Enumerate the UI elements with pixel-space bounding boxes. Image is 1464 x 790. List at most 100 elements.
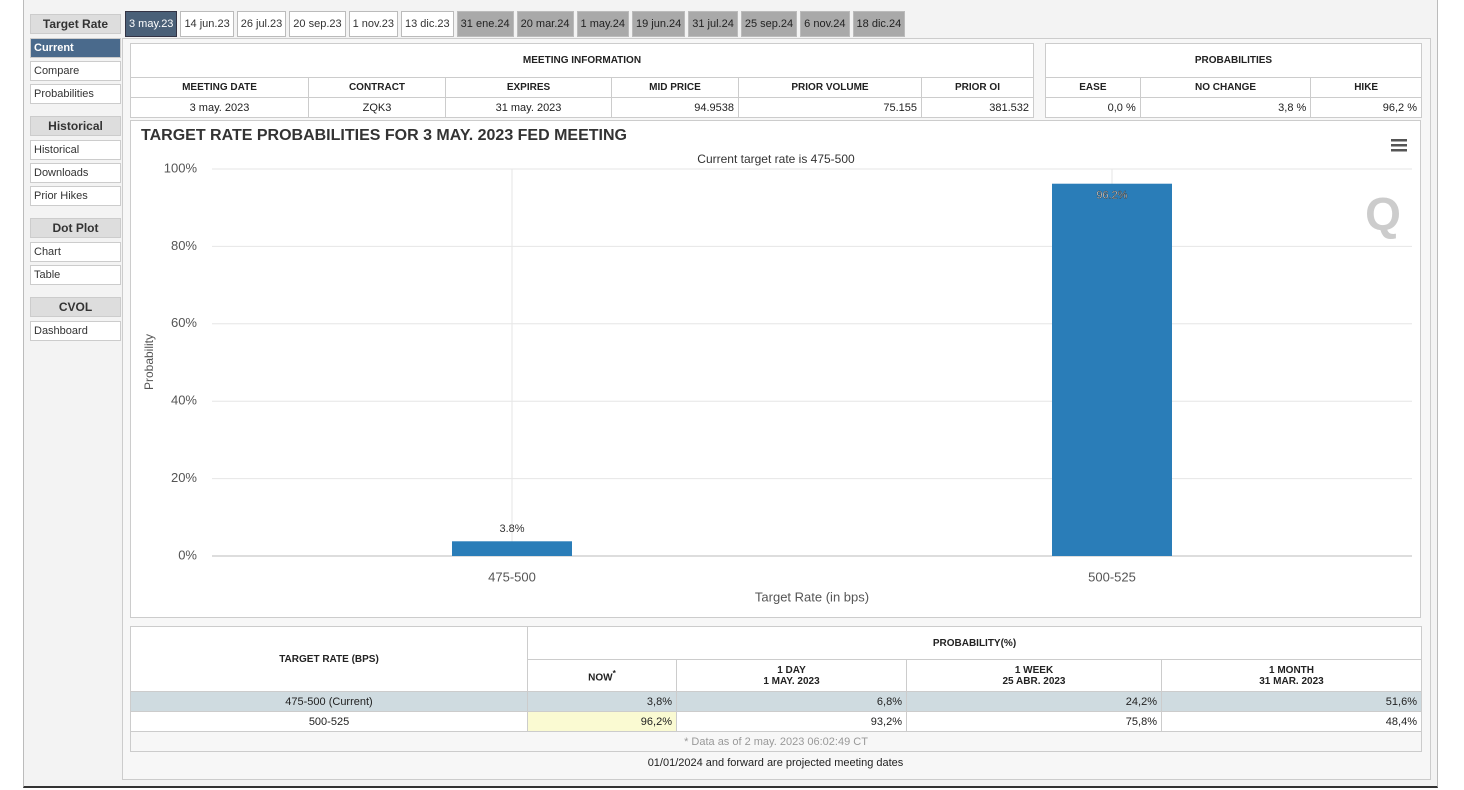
cell: 500-525	[130, 711, 528, 732]
cell: 31 may. 2023	[445, 97, 612, 118]
cell: 96,2 %	[1310, 97, 1422, 118]
x-axis-title: Target Rate (in bps)	[755, 589, 869, 604]
meeting-tab[interactable]: 31 jul.24	[688, 11, 738, 37]
column-label: 1 WEEK	[1014, 664, 1054, 676]
probability-table: TARGET RATE (BPS) PROBABILITY(%) NOW* 1 DAY…	[130, 626, 1422, 752]
column-header: NOW*	[527, 659, 677, 692]
cell: 48,4%	[1161, 711, 1422, 732]
row: TARGET RATE (BPS) PROBABILITY(%)	[130, 626, 1422, 692]
column-header: PRIOR OI	[921, 77, 1034, 98]
chart-frame	[130, 120, 1421, 618]
cell: 24,2%	[906, 691, 1162, 712]
cell: 96,2%	[527, 711, 677, 732]
sidebar: Target Rate Current Compare Probabilities Hi…	[30, 14, 121, 353]
sidebar-item[interactable]: Dashboard	[30, 321, 121, 341]
cell: 93,2%	[676, 711, 907, 732]
column-label: 1 MONTH	[1269, 664, 1314, 676]
meeting-tab[interactable]: 18 dic.24	[852, 11, 906, 37]
sidebar-item[interactable]: Chart	[30, 242, 121, 262]
column-label: 1 DAY	[777, 664, 806, 676]
sidebar-item[interactable]: Compare	[30, 61, 121, 81]
sidebar-group: CVOL Dashboard	[30, 297, 121, 344]
data-label: 3.8%	[499, 523, 524, 535]
row: EASE NO CHANGE HIKE	[1045, 77, 1422, 98]
chart-title: TARGET RATE PROBABILITIES FOR 3 MAY. 202…	[141, 127, 627, 144]
chart-subtitle: Current target rate is 475-500	[697, 152, 855, 166]
meeting-tab[interactable]: 13 dic.23	[401, 11, 454, 37]
column-header: 1 MONTH 31 MAR. 2023	[1161, 659, 1422, 692]
watermark: Q	[1365, 188, 1401, 240]
row: 3 may. 2023 ZQK3 31 may. 2023 94.9538 75.155…	[130, 97, 1034, 118]
column-header: MEETING DATE	[130, 77, 309, 98]
table-title: MEETING INFORMATION	[130, 43, 1034, 78]
meeting-info-table: MEETING INFORMATION MEETING DATE CONTRACT E…	[130, 43, 1034, 118]
sidebar-item[interactable]: Downloads	[30, 163, 121, 183]
group-header: PROBABILITY(%)	[527, 626, 1422, 660]
row: MEETING INFORMATION	[130, 43, 1034, 78]
column-note: *	[612, 667, 616, 678]
row: 500-525 96,2% 93,2% 75,8% 48,4%	[130, 711, 1422, 732]
cell: 0,0 %	[1045, 97, 1141, 118]
sidebar-item[interactable]: Probabilities	[30, 84, 121, 104]
cell: 51,6%	[1161, 691, 1422, 712]
meeting-tab[interactable]: 14 jun.23	[180, 11, 234, 37]
sidebar-group: Historical Historical Downloads Prior Hikes	[30, 116, 121, 209]
cell: 6,8%	[676, 691, 907, 712]
column-header: CONTRACT	[308, 77, 446, 98]
meeting-tab[interactable]: 1 may.24	[576, 11, 629, 37]
cell: 475-500 (Current)	[130, 691, 528, 712]
row: NOW* 1 DAY 1 MAY. 2023 1 WEEK 25 ABR. 2023 1 …	[131, 659, 1422, 692]
x-tick-label: 475-500	[488, 569, 536, 584]
cell: 75.155	[738, 97, 922, 118]
column-header: 1 DAY 1 MAY. 2023	[676, 659, 907, 692]
row: * Data as of 2 may. 2023 06:02:49 CT	[130, 731, 1422, 752]
sidebar-item[interactable]: Historical	[30, 140, 121, 160]
cell: 75,8%	[906, 711, 1162, 732]
y-tick-label: 40%	[171, 393, 197, 408]
y-tick-label: 80%	[171, 238, 197, 253]
sidebar-group: Target Rate Current Compare Probabilities	[30, 14, 121, 107]
meeting-tab[interactable]: 3 may.23	[125, 11, 178, 37]
meeting-tabs: 3 may.23 14 jun.23 26 jul.23 20 sep.23 1 nov…	[125, 11, 906, 37]
cell: 3,8%	[527, 691, 677, 712]
menu-icon[interactable]	[1391, 139, 1407, 152]
cell: ZQK3	[308, 97, 446, 118]
column-header: NO CHANGE	[1139, 77, 1312, 98]
sidebar-item[interactable]: Table	[30, 265, 121, 285]
cell: 381.532	[921, 97, 1034, 118]
row: 475-500 (Current) 3,8% 6,8% 24,2% 51,6%	[130, 691, 1422, 712]
sidebar-heading: Dot Plot	[30, 218, 121, 238]
meeting-tab[interactable]: 20 sep.23	[289, 11, 346, 37]
cell: 3,8 %	[1139, 97, 1312, 118]
meeting-tab[interactable]: 26 jul.23	[236, 11, 287, 37]
column-label: NOW	[588, 672, 613, 684]
column-header: 1 WEEK 25 ABR. 2023	[906, 659, 1162, 692]
column-header: HIKE	[1310, 77, 1422, 98]
meeting-tab[interactable]: 19 jun.24	[631, 11, 686, 37]
column-header: PRIOR VOLUME	[738, 77, 922, 98]
row: 0,0 % 3,8 % 96,2 %	[1045, 97, 1422, 118]
y-tick-label: 0%	[178, 547, 197, 562]
data-note: * Data as of 2 may. 2023 06:02:49 CT	[130, 731, 1422, 752]
column-date: 31 MAR. 2023	[1259, 675, 1324, 687]
meeting-tab[interactable]: 1 nov.23	[348, 11, 399, 37]
bar	[1052, 183, 1172, 556]
meeting-tab[interactable]: 6 nov.24	[800, 11, 850, 37]
column-date: 1 MAY. 2023	[763, 675, 820, 687]
sidebar-group: Dot Plot Chart Table	[30, 218, 121, 288]
data-label: 96.2%	[1096, 190, 1127, 202]
row: PROBABILITIES	[1045, 43, 1422, 78]
sidebar-heading: Historical	[30, 116, 121, 136]
probabilities-table: PROBABILITIES EASE NO CHANGE HIKE 0,0 % 3,8 %…	[1045, 43, 1422, 118]
y-tick-label: 100%	[164, 160, 198, 175]
sidebar-heading: Target Rate	[30, 14, 121, 34]
sidebar-item[interactable]: Prior Hikes	[30, 186, 121, 206]
meeting-tab[interactable]: 20 mar.24	[516, 11, 574, 37]
meeting-tab[interactable]: 25 sep.24	[740, 11, 798, 37]
sidebar-item[interactable]: Current	[30, 38, 121, 58]
meeting-tab[interactable]: 31 ene.24	[456, 11, 514, 37]
chart: Q TARGET RATE PROBABILITIES FOR 3 MAY. 2…	[130, 120, 1421, 618]
sidebar-heading: CVOL	[30, 297, 121, 317]
column-header: EXPIRES	[445, 77, 612, 98]
